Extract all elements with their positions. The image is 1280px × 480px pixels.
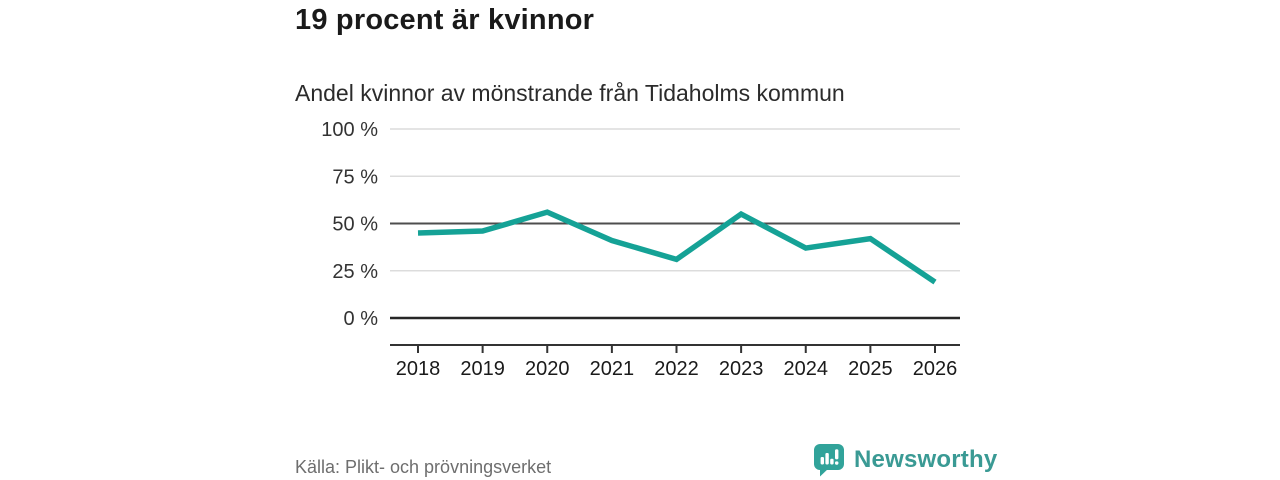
y-tick-label: 100 % xyxy=(321,119,378,141)
newsworthy-logo-text: Newsworthy xyxy=(854,446,998,473)
y-tick-label: 0 % xyxy=(344,308,379,330)
x-tick-label: 2025 xyxy=(848,358,893,380)
source-attribution: Källa: Plikt- och prövningsverket xyxy=(295,457,552,477)
x-tick-label: 2022 xyxy=(654,358,699,380)
x-tick-label: 2020 xyxy=(525,358,570,380)
chart-title: 19 procent är kvinnor xyxy=(295,4,595,36)
chart-subtitle: Andel kvinnor av mönstrande från Tidahol… xyxy=(295,80,845,106)
y-tick-label: 75 % xyxy=(332,166,378,188)
x-tick-label: 2021 xyxy=(590,358,635,380)
x-tick-label: 2026 xyxy=(913,358,958,380)
x-tick-label: 2024 xyxy=(784,358,829,380)
x-tick-label: 2019 xyxy=(460,358,505,380)
x-tick-label: 2023 xyxy=(719,358,764,380)
line-chart: 0 % 25 % 50 % 75 % 100 % 2018 2019 2020 2021 2022… xyxy=(0,110,1280,400)
series-line-andel-kvinnor xyxy=(417,209,937,285)
y-tick-label: 50 % xyxy=(332,214,378,236)
x-tick-label: 2018 xyxy=(396,358,441,380)
line-chart-svg: 0 % 25 % 50 % 75 % 100 % 2018 2019 2020 2021 2022… xyxy=(321,119,960,380)
newsworthy-logo: Newsworthy xyxy=(813,443,997,477)
y-tick-label: 25 % xyxy=(332,261,378,283)
newsworthy-logo-icon xyxy=(813,443,846,477)
